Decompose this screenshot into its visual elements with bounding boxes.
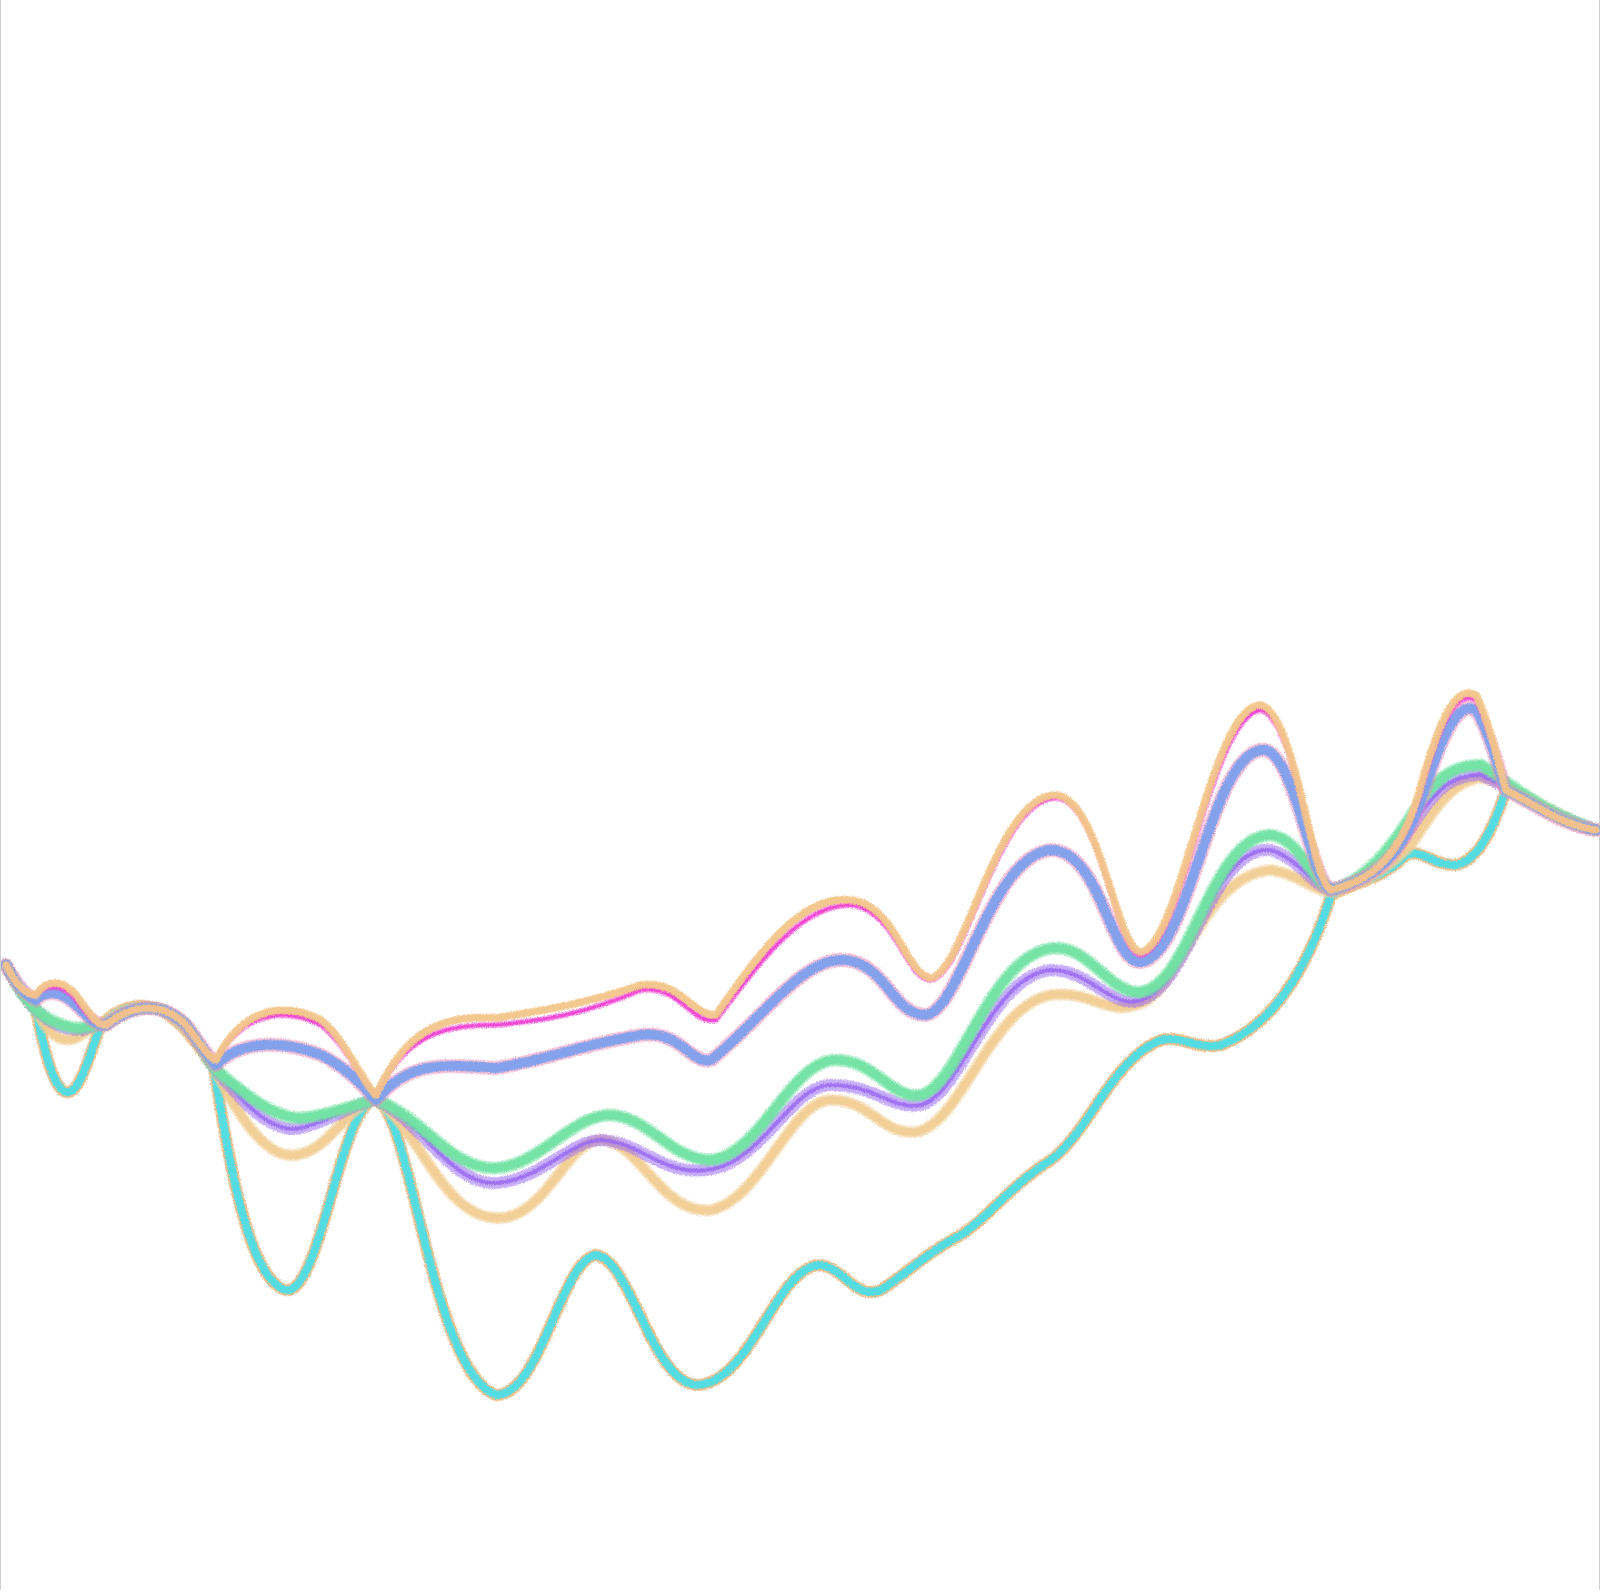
wave-line-periwinkle <box>1 701 1600 1107</box>
wave-lines-layer <box>1 689 1600 1401</box>
wave-line-pink-edge <box>3 695 1599 1098</box>
wave-line-pink <box>3 695 1599 1098</box>
wave-line-pink-core <box>4 696 1598 1097</box>
wave-line-light-orange-core <box>2 774 1600 1223</box>
wave-line-top-orange <box>2 689 1600 1099</box>
wave-line-top-orange-core <box>2 689 1600 1099</box>
wave-line-periwinkle-edge <box>1 701 1600 1107</box>
wave-line-light-orange <box>1 772 1600 1225</box>
wave-line-top-orange-edge <box>2 689 1600 1099</box>
wave-line-light-orange-edge <box>1 772 1600 1225</box>
